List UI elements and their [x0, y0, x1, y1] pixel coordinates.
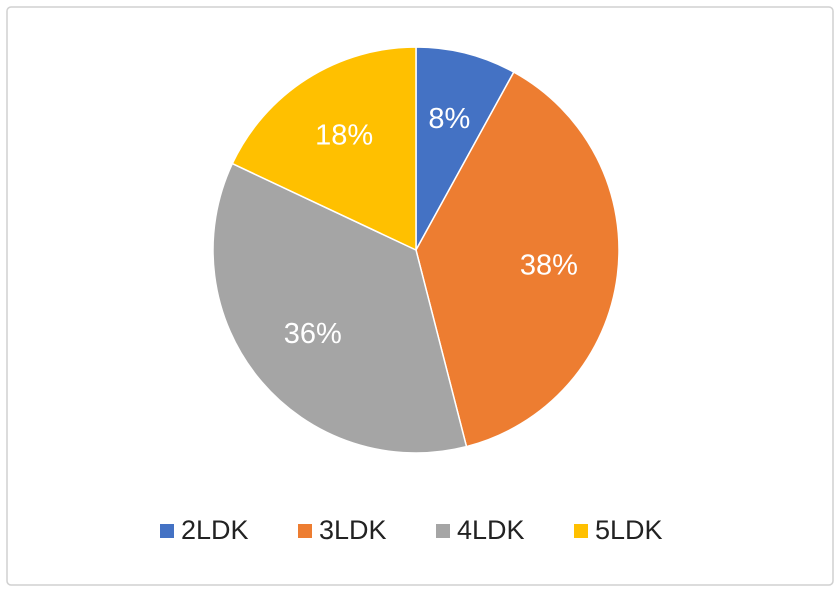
legend-label: 4LDK [457, 515, 525, 545]
legend-swatch [436, 524, 450, 538]
data-label: 38% [520, 249, 578, 281]
pie-slice [415, 71, 620, 448]
pie-slice [415, 46, 515, 251]
legend-label: 2LDK [181, 515, 249, 545]
pie-slice [212, 162, 468, 454]
legend-swatch [160, 524, 174, 538]
data-label: 36% [284, 318, 342, 350]
legend: 2LDK 3LDK 4LDK 5LDK [160, 515, 663, 545]
legend-label: 3LDK [319, 515, 387, 545]
legend-label: 5LDK [595, 515, 663, 545]
legend-swatch [298, 524, 312, 538]
data-label: 18% [315, 120, 373, 152]
pie-slice [231, 46, 417, 252]
data-labels: 8% 38% 36% 18% [284, 103, 578, 350]
pie [212, 46, 620, 454]
data-label: 8% [428, 103, 470, 135]
legend-swatch [574, 524, 588, 538]
